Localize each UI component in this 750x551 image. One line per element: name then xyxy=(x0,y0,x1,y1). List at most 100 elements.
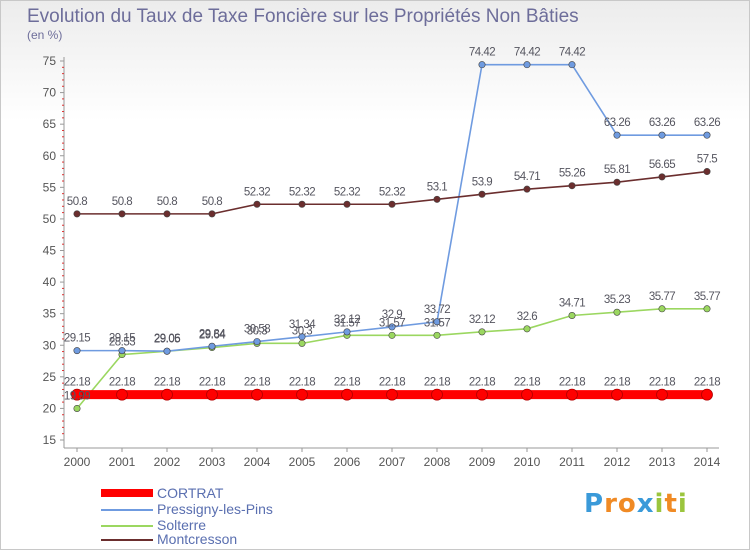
x-tick-label: 2012 xyxy=(604,455,631,469)
data-point xyxy=(341,388,353,401)
data-label: 74.42 xyxy=(559,47,585,59)
data-label: 52.32 xyxy=(379,186,405,198)
data-label: 50.8 xyxy=(202,196,222,208)
data-point xyxy=(433,331,441,339)
data-label: 53.1 xyxy=(427,181,447,193)
data-point xyxy=(703,168,711,176)
data-point xyxy=(298,200,306,208)
data-point xyxy=(343,328,351,336)
data-point xyxy=(656,388,668,401)
data-point xyxy=(208,342,216,350)
data-label: 19.99 xyxy=(64,390,90,402)
data-point xyxy=(568,61,576,69)
legend-label-cortrat: CORTRAT xyxy=(157,485,224,501)
data-label: 50.8 xyxy=(67,196,87,208)
data-point xyxy=(478,190,486,198)
data-label: 29.06 xyxy=(154,333,180,345)
data-label: 29.84 xyxy=(199,328,226,340)
legend-label-montcresson: Montcresson xyxy=(157,531,238,547)
logo-letter: P xyxy=(584,489,605,519)
data-label: 31.57 xyxy=(334,317,360,329)
y-tick-label: 35 xyxy=(43,307,57,321)
data-label: 29.05 xyxy=(154,333,180,345)
data-label: 32.12 xyxy=(469,314,495,326)
y-tick-label: 60 xyxy=(43,149,57,163)
data-label: 56.65 xyxy=(649,159,675,171)
logo-letter: i xyxy=(654,489,665,519)
data-point xyxy=(73,404,81,412)
data-point xyxy=(703,131,711,139)
y-tick-label: 70 xyxy=(43,86,57,100)
data-label: 22.18 xyxy=(424,377,450,389)
data-point xyxy=(73,347,81,355)
data-label: 28.53 xyxy=(109,337,135,349)
logo-letter: x xyxy=(636,489,655,519)
data-label: 32.9 xyxy=(382,309,402,321)
data-label: 34.71 xyxy=(559,297,585,309)
data-label: 22.18 xyxy=(334,377,360,389)
data-point xyxy=(523,61,531,69)
data-point xyxy=(161,388,173,401)
data-point xyxy=(478,328,486,336)
data-label: 22.18 xyxy=(244,377,270,389)
x-tick-label: 2013 xyxy=(649,455,676,469)
data-label: 31.57 xyxy=(424,317,450,329)
proxiti-logo: Proxiti xyxy=(584,489,688,519)
data-point xyxy=(118,347,126,355)
data-point xyxy=(253,200,261,208)
data-label: 52.32 xyxy=(289,186,315,198)
data-label: 22.18 xyxy=(469,377,495,389)
data-label: 35.77 xyxy=(649,291,675,303)
data-label: 22.18 xyxy=(694,377,720,389)
x-tick-label: 2000 xyxy=(64,455,91,469)
data-point xyxy=(658,131,666,139)
data-point xyxy=(523,185,531,193)
data-label: 55.26 xyxy=(559,168,585,180)
data-point xyxy=(433,195,441,203)
data-point xyxy=(433,318,441,326)
data-label: 53.9 xyxy=(472,176,492,188)
data-label: 22.18 xyxy=(289,377,315,389)
y-tick-label: 55 xyxy=(43,180,57,194)
data-point xyxy=(163,210,171,218)
data-label: 29.15 xyxy=(109,333,135,345)
legend-swatch-solterre xyxy=(101,525,153,527)
data-label: 32.12 xyxy=(334,314,360,326)
data-label: 30.58 xyxy=(244,324,270,336)
data-point xyxy=(703,305,711,313)
data-point xyxy=(388,323,396,331)
data-label: 29.64 xyxy=(199,330,226,342)
data-point xyxy=(73,210,81,218)
data-label: 31.57 xyxy=(379,317,405,329)
data-point xyxy=(613,131,621,139)
logo-letter: i xyxy=(677,489,688,519)
x-tick-label: 2011 xyxy=(559,455,585,469)
data-label: 29.15 xyxy=(64,333,90,345)
data-point xyxy=(658,173,666,181)
legend-label-solterre: Solterre xyxy=(157,517,207,533)
data-point xyxy=(431,388,443,401)
data-label: 35.23 xyxy=(604,294,630,306)
data-point xyxy=(613,178,621,186)
data-label: 22.18 xyxy=(199,377,225,389)
data-label: 22.18 xyxy=(604,377,630,389)
data-point xyxy=(206,388,218,401)
legend-swatch-montcresson xyxy=(101,539,153,541)
x-tick-label: 2006 xyxy=(334,455,361,469)
data-label: 22.18 xyxy=(379,377,405,389)
legend-swatch-pressigny-les-pins xyxy=(101,509,153,511)
y-tick-label: 65 xyxy=(43,117,57,131)
data-point xyxy=(568,311,576,319)
data-label: 52.32 xyxy=(334,186,360,198)
y-axis-unit-label: (en %) xyxy=(27,28,63,42)
chart-title: Evolution du Taux de Taxe Foncière sur l… xyxy=(27,6,579,27)
data-label: 52.32 xyxy=(244,186,270,198)
data-point xyxy=(388,200,396,208)
data-label: 74.42 xyxy=(469,47,495,59)
data-label: 63.26 xyxy=(649,117,675,129)
data-label: 22.18 xyxy=(154,377,180,389)
data-label: 22.18 xyxy=(514,377,540,389)
data-point xyxy=(388,331,396,339)
data-point xyxy=(568,182,576,190)
